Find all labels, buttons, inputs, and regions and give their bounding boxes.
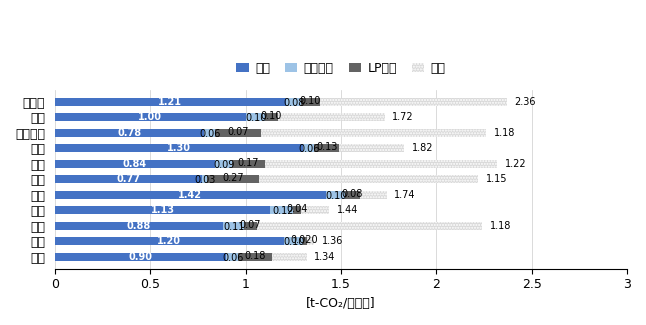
Bar bbox=[286, 98, 301, 106]
Text: 1.42: 1.42 bbox=[178, 190, 202, 200]
Bar bbox=[244, 222, 257, 229]
Text: 1.34: 1.34 bbox=[314, 252, 335, 262]
Bar bbox=[202, 176, 207, 183]
Bar bbox=[301, 206, 329, 214]
Text: 0.04: 0.04 bbox=[286, 204, 307, 215]
Text: 0.020: 0.020 bbox=[291, 235, 318, 245]
Text: 1.15: 1.15 bbox=[486, 174, 507, 184]
Bar bbox=[307, 237, 314, 245]
Bar bbox=[326, 191, 345, 199]
Text: 0.12: 0.12 bbox=[272, 206, 293, 216]
Bar bbox=[270, 206, 293, 214]
Text: 0.88: 0.88 bbox=[127, 221, 151, 231]
Text: 0.17: 0.17 bbox=[238, 158, 259, 168]
Bar bbox=[245, 113, 265, 121]
Bar bbox=[320, 98, 507, 106]
Bar bbox=[55, 113, 245, 121]
Text: 0.07: 0.07 bbox=[227, 127, 249, 137]
Bar bbox=[55, 222, 223, 229]
Text: 1.18: 1.18 bbox=[494, 128, 515, 138]
Text: 1.30: 1.30 bbox=[167, 143, 191, 153]
Bar bbox=[293, 206, 301, 214]
Text: 0.06: 0.06 bbox=[200, 129, 221, 138]
Bar bbox=[339, 144, 404, 152]
Bar bbox=[55, 253, 227, 261]
Text: 1.21: 1.21 bbox=[158, 97, 182, 107]
Text: 1.22: 1.22 bbox=[505, 159, 526, 169]
Text: 2.36: 2.36 bbox=[514, 97, 536, 107]
Text: 1.44: 1.44 bbox=[337, 205, 359, 215]
Text: 0.90: 0.90 bbox=[129, 252, 152, 262]
Text: 1.82: 1.82 bbox=[412, 143, 433, 153]
Text: 0.07: 0.07 bbox=[240, 220, 261, 230]
Text: 0.10: 0.10 bbox=[326, 190, 347, 201]
Bar bbox=[55, 144, 303, 152]
Text: 0.78: 0.78 bbox=[117, 128, 141, 138]
Text: 0.10: 0.10 bbox=[245, 113, 267, 123]
Text: 0.10: 0.10 bbox=[260, 111, 282, 122]
Bar bbox=[203, 129, 215, 137]
Bar bbox=[55, 129, 203, 137]
Bar bbox=[259, 176, 478, 183]
Bar bbox=[215, 129, 261, 137]
Text: 0.06: 0.06 bbox=[222, 253, 244, 263]
Bar bbox=[345, 191, 360, 199]
Text: 0.06: 0.06 bbox=[298, 144, 320, 154]
Bar bbox=[301, 98, 320, 106]
Bar bbox=[314, 144, 339, 152]
Bar bbox=[265, 113, 278, 121]
Text: 0.84: 0.84 bbox=[123, 159, 147, 169]
Bar bbox=[223, 222, 244, 229]
Text: 0.08: 0.08 bbox=[342, 189, 363, 199]
Text: 0.09: 0.09 bbox=[214, 160, 235, 170]
Bar bbox=[215, 160, 232, 168]
Text: 0.03: 0.03 bbox=[194, 175, 216, 185]
Text: 0.11: 0.11 bbox=[224, 222, 245, 231]
Text: 1.18: 1.18 bbox=[490, 221, 511, 231]
Bar bbox=[360, 191, 387, 199]
Bar bbox=[55, 191, 326, 199]
Text: 1.74: 1.74 bbox=[394, 190, 416, 200]
Text: 1.72: 1.72 bbox=[392, 112, 414, 122]
Bar bbox=[257, 222, 482, 229]
Bar bbox=[272, 253, 307, 261]
Bar bbox=[207, 176, 259, 183]
Text: 0.18: 0.18 bbox=[244, 251, 266, 261]
Text: 0.08: 0.08 bbox=[284, 98, 305, 108]
Text: 1.00: 1.00 bbox=[138, 112, 162, 122]
X-axis label: [t-CO₂/人・年]: [t-CO₂/人・年] bbox=[306, 297, 376, 310]
Bar bbox=[232, 160, 265, 168]
Text: 1.20: 1.20 bbox=[157, 236, 181, 246]
Bar bbox=[265, 160, 497, 168]
Bar bbox=[55, 176, 202, 183]
Bar bbox=[278, 113, 385, 121]
Bar bbox=[284, 237, 303, 245]
Bar bbox=[227, 253, 238, 261]
Text: 0.13: 0.13 bbox=[316, 142, 337, 152]
Bar bbox=[303, 144, 314, 152]
Legend: 電気, 都市ガス, LPガス, 灯油: 電気, 都市ガス, LPガス, 灯油 bbox=[231, 57, 451, 80]
Text: 1.13: 1.13 bbox=[151, 205, 174, 215]
Bar bbox=[303, 237, 307, 245]
Bar bbox=[55, 237, 284, 245]
Text: 0.27: 0.27 bbox=[222, 174, 244, 183]
Bar bbox=[261, 129, 486, 137]
Bar bbox=[55, 206, 270, 214]
Bar bbox=[55, 98, 286, 106]
Text: 1.36: 1.36 bbox=[322, 236, 343, 246]
Bar bbox=[238, 253, 272, 261]
Text: 0.10: 0.10 bbox=[300, 96, 321, 106]
Text: 0.10: 0.10 bbox=[284, 237, 305, 247]
Text: 0.77: 0.77 bbox=[116, 174, 140, 184]
Bar bbox=[55, 160, 215, 168]
